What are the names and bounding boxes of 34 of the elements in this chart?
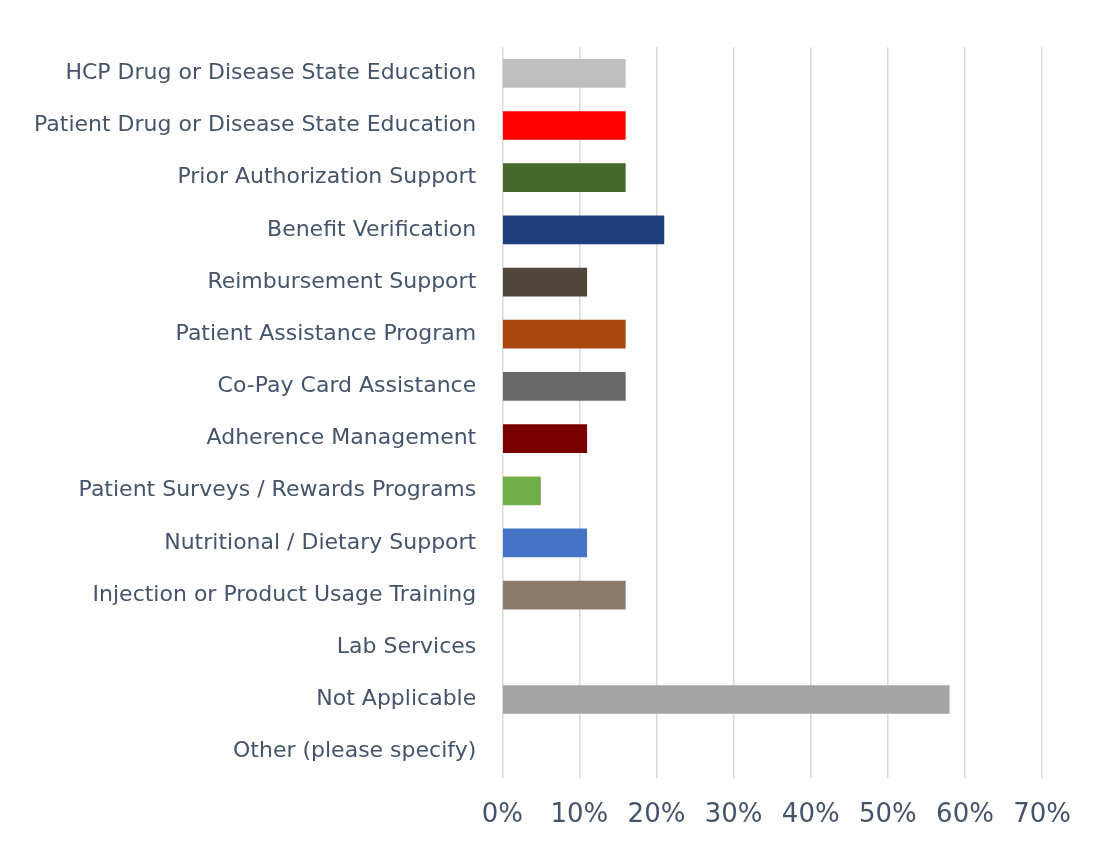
- bar: [503, 267, 588, 297]
- x-tick-label: 30%: [704, 798, 763, 829]
- x-tick-label: 20%: [627, 798, 686, 829]
- y-tick-label: HCP Drug or Disease State Education: [65, 59, 477, 85]
- x-tick-label: 60%: [936, 798, 994, 829]
- y-tick-label: Co-Pay Card Assistance: [217, 372, 477, 398]
- y-tick-label: Benefit Verification: [267, 215, 477, 241]
- x-tick-label: 40%: [781, 798, 840, 829]
- bar: [503, 163, 626, 193]
- y-tick-label: Reimbursement Support: [207, 267, 477, 293]
- y-tick-label: Patient Assistance Program: [175, 319, 477, 345]
- bar: [503, 215, 665, 245]
- y-tick-label: Not Applicable: [316, 685, 477, 711]
- y-tick-label: Nutritional / Dietary Support: [164, 528, 477, 554]
- bar: [503, 685, 950, 714]
- bar: [503, 476, 541, 506]
- bar: [503, 58, 626, 88]
- y-tick-label: Other (please specify): [232, 737, 477, 763]
- bar: [503, 424, 588, 453]
- y-tick-label: Adherence Management: [206, 424, 477, 450]
- bar: [503, 528, 588, 558]
- x-tick-label: 10%: [550, 798, 609, 829]
- bar: [503, 319, 626, 349]
- y-tick-label: Patient Drug or Disease State Education: [33, 111, 477, 137]
- x-tick-label: 70%: [1013, 798, 1071, 829]
- bar: [503, 372, 626, 401]
- bar: [503, 580, 626, 610]
- y-tick-label: Injection or Product Usage Training: [92, 580, 477, 606]
- y-tick-label: Patient Surveys / Rewards Programs: [78, 476, 477, 502]
- x-tick-label: 50%: [858, 798, 917, 829]
- y-tick-label: Prior Authorization Support: [177, 163, 477, 189]
- bar: [503, 111, 626, 140]
- x-tick-label: 0%: [481, 798, 523, 829]
- y-tick-label: Lab Services: [336, 633, 477, 659]
